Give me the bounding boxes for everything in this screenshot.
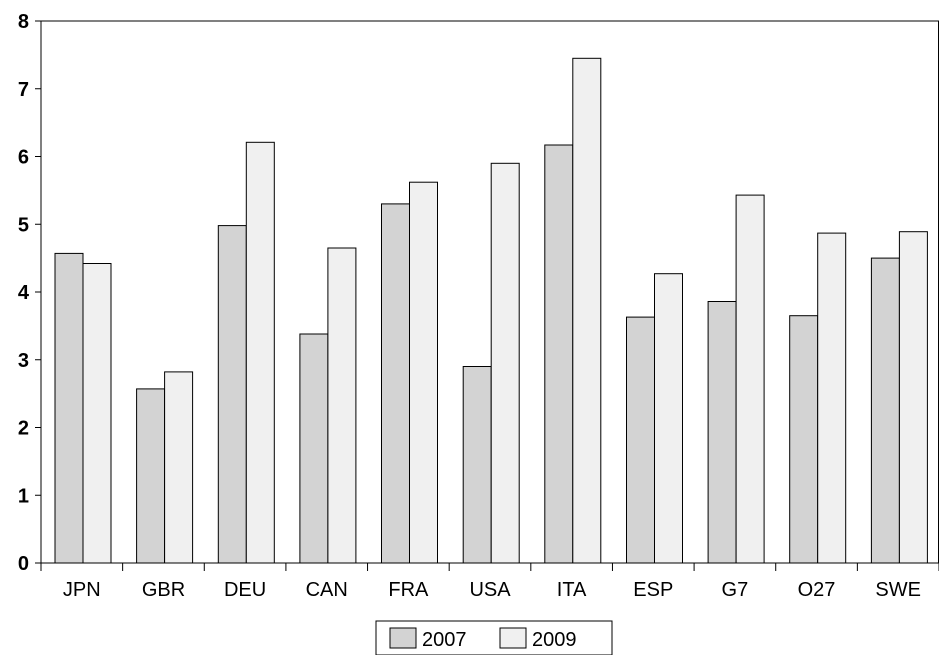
y-tick-label: 6 <box>18 147 29 169</box>
y-tick-label: 5 <box>18 214 29 236</box>
bar-2007-CAN <box>299 333 329 564</box>
bar-2009-SWE <box>898 231 928 564</box>
bar-2009-ESP <box>654 273 683 564</box>
legend-label-2009: 2009 <box>532 629 577 651</box>
bar-2007-ESP <box>626 316 655 564</box>
y-tick-label: 8 <box>18 11 29 33</box>
x-tick-label: USA <box>469 579 511 601</box>
x-tick-labels: JPN GBR DEU CAN FRA USA ITA ESP G7 O27 SWE <box>63 579 921 601</box>
bar-2009-DEU <box>245 141 275 564</box>
legend-swatch-2007 <box>389 627 417 649</box>
x-tick-label: ESP <box>633 579 673 601</box>
bar-2007-JPN <box>54 252 84 564</box>
bar-2009-FRA <box>409 181 438 564</box>
bar-2007-O27 <box>789 315 819 564</box>
y-tick-label: 2 <box>18 418 29 440</box>
x-tick-label: G7 <box>722 579 749 601</box>
bar-2007-SWE <box>870 257 900 564</box>
bar-2007-G7 <box>707 301 737 564</box>
y-tick-label: 3 <box>18 350 29 372</box>
bar-2009-ITA <box>572 57 602 564</box>
bar-2007-ITA <box>544 144 574 564</box>
x-tick-label: SWE <box>875 579 921 601</box>
legend: 2007 2009 <box>375 620 613 655</box>
x-tick-label: FRA <box>388 579 429 601</box>
y-tick-label: 0 <box>18 553 29 575</box>
x-tick-label: ITA <box>557 579 587 601</box>
x-tick-label: GBR <box>142 579 185 601</box>
bar-2007-FRA <box>381 203 410 564</box>
y-tick-labels: 0 1 2 3 4 5 6 7 8 <box>18 11 30 575</box>
bar-2009-O27 <box>817 232 847 564</box>
bar-2009-G7 <box>735 194 765 564</box>
legend-swatch-2009 <box>499 627 527 649</box>
y-tick-label: 4 <box>18 282 30 304</box>
bar-2007-USA <box>462 366 492 564</box>
bars-layer <box>54 57 928 564</box>
x-tick-label: DEU <box>224 579 266 601</box>
bar-2007-GBR <box>136 388 166 564</box>
legend-label-2007: 2007 <box>422 629 467 651</box>
y-tick-label: 7 <box>18 79 29 101</box>
x-tick-label: O27 <box>798 579 836 601</box>
y-tick-label: 1 <box>18 485 29 507</box>
x-tick-label: JPN <box>63 579 101 601</box>
bar-2009-JPN <box>82 263 112 564</box>
bar-2007-DEU <box>217 225 247 564</box>
bar-2009-USA <box>490 162 520 564</box>
bar-2009-GBR <box>164 371 194 564</box>
x-tick-label: CAN <box>306 579 348 601</box>
bar-2009-CAN <box>327 247 357 564</box>
